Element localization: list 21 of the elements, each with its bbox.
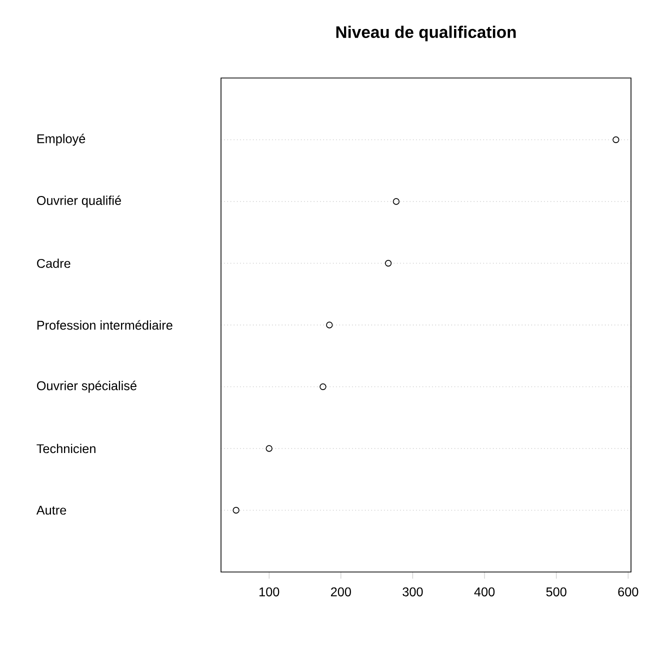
- x-tick-label: 200: [330, 587, 351, 596]
- point: [232, 506, 240, 514]
- point: [266, 445, 272, 452]
- x-tick-label: 400: [474, 587, 495, 596]
- y-tick-label: Technicien: [36, 444, 96, 454]
- point: [384, 260, 392, 267]
- y-tick-label: Profession intermédiaire: [37, 320, 172, 330]
- y-tick-label: Ouvrier qualifié: [36, 196, 121, 208]
- y-tick-label: Employé: [37, 134, 86, 146]
- y-tick-label: Autre: [36, 506, 66, 515]
- x-tick-label: 300: [402, 587, 423, 596]
- point: [392, 198, 400, 205]
- y-tick-label: Cadre: [37, 258, 70, 268]
- chart-title: Niveau de qualification: [336, 26, 516, 42]
- point: [326, 322, 333, 328]
- x-tick-label: 100: [260, 587, 280, 596]
- y-tick-label: Ouvrier spécialisé: [36, 380, 136, 393]
- x-tick-label: 500: [546, 587, 566, 596]
- point: [320, 383, 326, 390]
- point: [612, 136, 620, 144]
- x-tick-label: 600: [618, 587, 638, 596]
